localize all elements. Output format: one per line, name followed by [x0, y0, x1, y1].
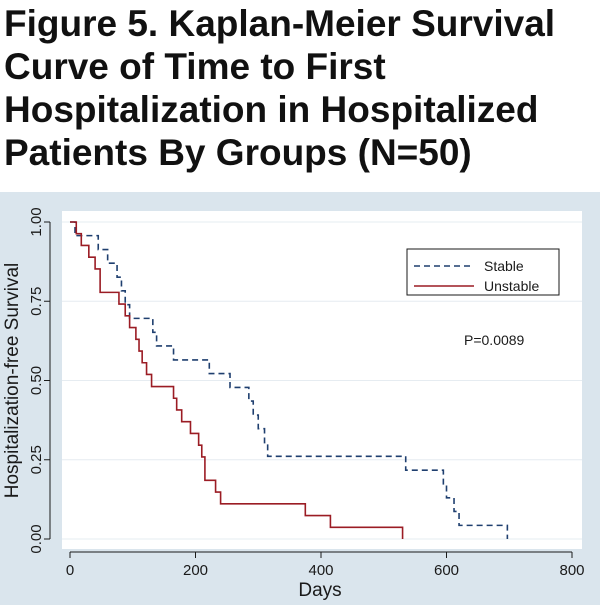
y-tick-label-3: 0.75 — [28, 287, 45, 316]
y-tick-label-0: 0.00 — [28, 524, 45, 553]
y-tick-label-2: 0.50 — [28, 366, 45, 395]
series-stable-curve — [70, 221, 509, 539]
legend: Stable Unstable — [406, 248, 560, 296]
p-value-annotation: P=0.0089 — [464, 332, 525, 348]
series-unstable-curve — [70, 221, 404, 539]
x-axis-label: Days — [298, 580, 341, 601]
y-axis-label: Hospitalization-free Survival — [2, 263, 23, 499]
y-tick-label-4: 1.00 — [28, 207, 45, 236]
chart-title: Figure 5. Kaplan-Meier Survival Curve of… — [4, 3, 556, 173]
axes: 0.00 0.25 0.50 0.75 1.00 0 200 400 600 800 — [28, 207, 585, 579]
legend-label-stable: Stable — [484, 258, 524, 274]
x-tick-label-3: 600 — [434, 562, 459, 579]
x-tick-label-0: 0 — [66, 562, 74, 579]
x-tick-label-2: 400 — [308, 562, 333, 579]
km-chart: 0.00 0.25 0.50 0.75 1.00 0 200 400 600 800 Days H… — [0, 192, 600, 605]
x-tick-label-1: 200 — [183, 562, 208, 579]
legend-label-unstable: Unstable — [484, 278, 539, 294]
grid-lines — [62, 221, 582, 540]
x-tick-label-4: 800 — [559, 562, 584, 579]
survival-curves — [70, 221, 509, 539]
km-chart-svg: 0.00 0.25 0.50 0.75 1.00 0 200 400 600 800 Days H… — [0, 192, 600, 605]
legend-box — [406, 248, 560, 296]
y-tick-label-1: 0.25 — [28, 445, 45, 474]
